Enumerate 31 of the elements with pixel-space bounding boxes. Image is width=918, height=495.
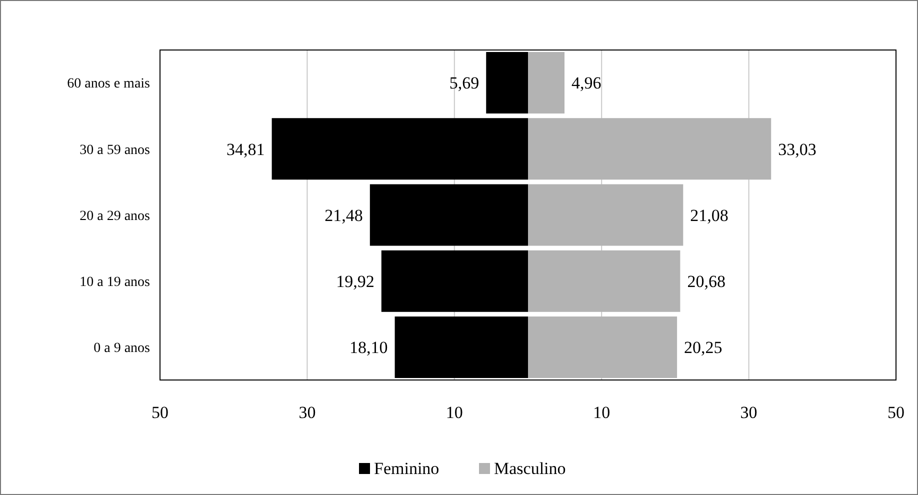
bar — [272, 118, 528, 180]
data-label: 20,25 — [684, 338, 722, 358]
bar — [370, 184, 528, 246]
y-tick-label: 10 a 19 anos — [80, 275, 150, 290]
legend-label: Feminino — [374, 459, 440, 478]
bar — [528, 52, 565, 114]
data-label: 21,48 — [324, 206, 363, 225]
x-tick-label: 50 — [888, 403, 904, 422]
bar — [528, 184, 684, 246]
x-tick-label: 30 — [298, 403, 316, 422]
data-label: 34,81 — [226, 140, 265, 159]
y-tick-label: 0 a 9 anos — [94, 341, 150, 356]
bar — [381, 250, 528, 312]
data-label: 19,92 — [336, 272, 374, 292]
legend-label: Masculino — [494, 459, 566, 478]
x-tick-label: 10 — [446, 403, 463, 422]
y-tick-label: 30 a 59 anos — [80, 142, 150, 158]
data-label: 18,10 — [350, 338, 388, 358]
data-label: 21,08 — [690, 206, 728, 225]
bar — [528, 250, 680, 312]
data-label: 20,68 — [687, 272, 726, 292]
y-tick-label: 20 a 29 anos — [80, 208, 150, 224]
x-tick-label: 30 — [740, 403, 758, 422]
bar — [528, 118, 772, 180]
bar — [528, 316, 678, 378]
data-label: 5,69 — [449, 74, 480, 93]
y-tick-label: 60 anos e mais — [67, 76, 150, 92]
data-label: 4,96 — [572, 74, 602, 93]
x-tick-label: 10 — [593, 403, 610, 422]
data-label: 33,03 — [778, 140, 816, 159]
x-tick-label: 50 — [152, 403, 168, 422]
